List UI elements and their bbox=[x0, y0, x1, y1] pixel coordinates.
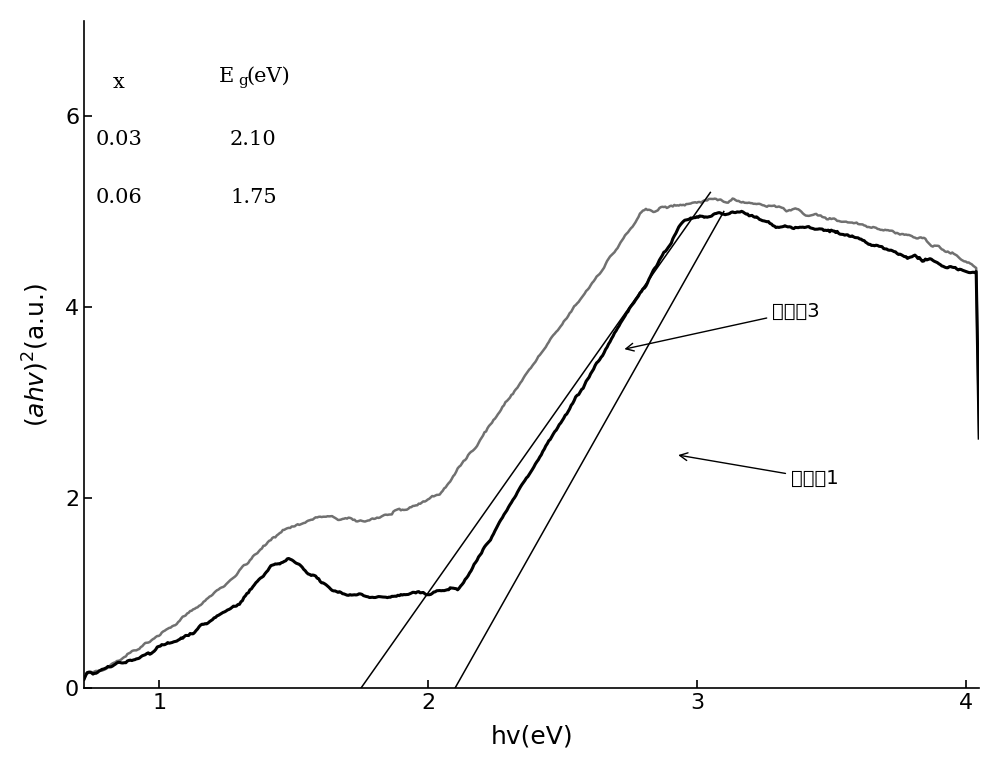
Text: 1.75: 1.75 bbox=[230, 188, 277, 207]
Text: x: x bbox=[113, 73, 125, 92]
Text: 0.03: 0.03 bbox=[96, 131, 142, 149]
Text: E: E bbox=[218, 67, 234, 85]
Text: (eV): (eV) bbox=[247, 67, 290, 85]
X-axis label: hv(eV): hv(eV) bbox=[490, 724, 573, 748]
Text: 0.06: 0.06 bbox=[96, 188, 142, 207]
Text: 实施例1: 实施例1 bbox=[680, 453, 839, 488]
Text: g: g bbox=[239, 75, 248, 88]
Text: 2.10: 2.10 bbox=[230, 131, 277, 149]
Y-axis label: $(ahv)^2$(a.u.): $(ahv)^2$(a.u.) bbox=[21, 282, 51, 427]
Text: 实施例3: 实施例3 bbox=[626, 302, 820, 351]
